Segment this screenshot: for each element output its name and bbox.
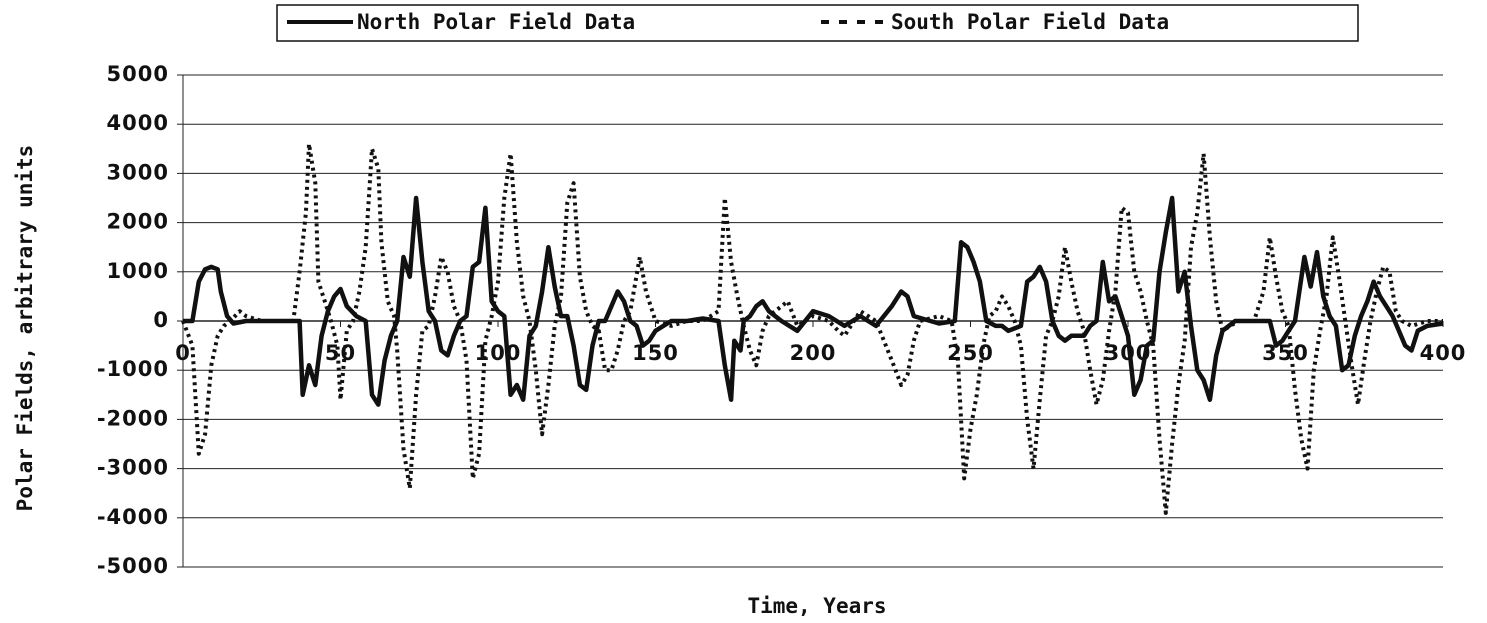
x-tick-label: 400 [1420, 341, 1467, 365]
y-tick-label: -5000 [97, 554, 169, 578]
y-tick-label: 2000 [107, 210, 169, 234]
series-line [181, 141, 1443, 515]
y-tick-label: 0 [153, 308, 169, 332]
y-tick-label: 5000 [107, 62, 169, 86]
x-axis-title: Time, Years [747, 594, 886, 618]
x-tick-label: 350 [1262, 341, 1309, 365]
x-tick-label: 100 [475, 341, 522, 365]
y-axis-title: Polar Fields, arbitrary units [13, 145, 37, 512]
y-tick-label: 1000 [107, 259, 169, 283]
series-line [183, 195, 1444, 407]
x-tick-label: 150 [632, 341, 679, 365]
legend-label: South Polar Field Data [891, 10, 1169, 34]
x-tick-label: 200 [790, 341, 837, 365]
y-tick-label: 4000 [107, 111, 169, 135]
y-tick-label: -2000 [97, 406, 169, 430]
y-tick-label: -3000 [97, 456, 169, 480]
y-tick-label: -1000 [97, 357, 169, 381]
x-tick-label: 0 [175, 341, 191, 365]
y-tick-label: 3000 [107, 160, 169, 184]
legend-box [276, 4, 1359, 42]
legend-label: North Polar Field Data [357, 10, 635, 34]
x-tick-label: 50 [325, 341, 356, 365]
y-tick-label: -4000 [97, 505, 169, 529]
